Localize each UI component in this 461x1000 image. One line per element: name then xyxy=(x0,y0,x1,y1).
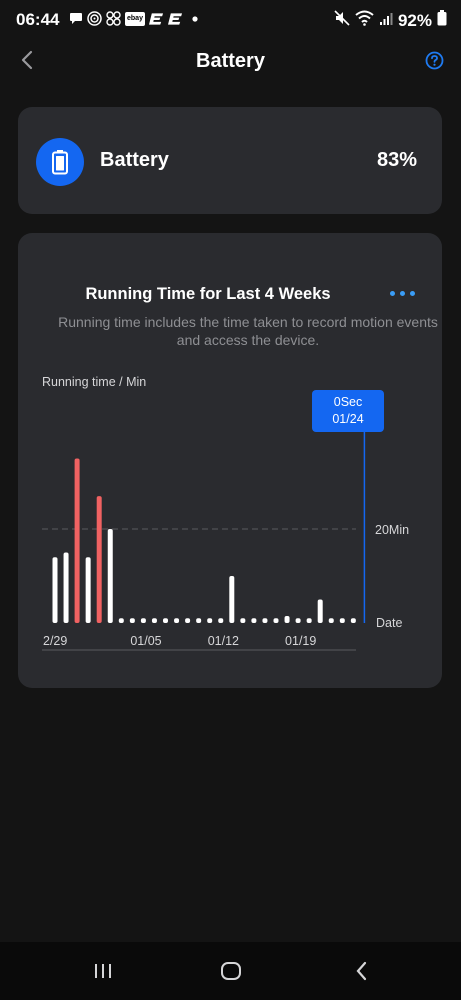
chart-bar[interactable] xyxy=(218,618,224,623)
page-title: Battery xyxy=(196,50,265,72)
battery-label: Battery xyxy=(100,149,169,171)
chart-bar[interactable] xyxy=(196,618,202,623)
chart-bar[interactable] xyxy=(229,576,235,623)
notification-icons: ebay xyxy=(68,11,202,26)
running-time-card: Running Time for Last 4 Weeks Running ti… xyxy=(18,233,442,688)
chart-bar[interactable] xyxy=(317,599,323,624)
target-icon xyxy=(87,11,102,26)
chart-bar[interactable] xyxy=(96,496,102,623)
x-tick-labels: 2/29 01/05 01/12 01/19 xyxy=(43,634,316,648)
battery-percent: 92% xyxy=(397,10,432,30)
chart-bar[interactable] xyxy=(163,618,168,623)
chart-bar[interactable] xyxy=(185,618,191,623)
battery-icon xyxy=(437,10,447,31)
x-axis-label: Date xyxy=(376,616,402,630)
chart-title: Running Time for Last 4 Weeks xyxy=(85,285,331,303)
chat-bubble-icon xyxy=(68,11,83,26)
system-back-button[interactable] xyxy=(347,956,377,986)
recents-icon xyxy=(95,964,111,978)
battery-icon xyxy=(52,150,68,175)
battery-value: 83% xyxy=(376,149,417,171)
chart-bar[interactable] xyxy=(339,618,345,623)
chart-bar[interactable] xyxy=(74,458,80,624)
system-nav-bar xyxy=(0,942,461,1000)
x-tick-label: 2/29 xyxy=(43,634,67,648)
chart-tooltip: 0Sec 01/24 xyxy=(312,390,384,432)
x-tick-label: 01/12 xyxy=(208,634,239,648)
chart-bar[interactable] xyxy=(306,618,312,623)
chart-subtitle: Running time includes the time taken to … xyxy=(58,314,438,348)
chart-bar[interactable] xyxy=(350,618,356,623)
chart-bar[interactable] xyxy=(151,618,157,623)
chart-bar[interactable] xyxy=(85,557,91,623)
chart-bar[interactable] xyxy=(328,618,334,623)
battery-card: Battery 83% xyxy=(18,107,442,214)
tooltip-value: 0Sec xyxy=(333,395,363,409)
header: Battery xyxy=(0,40,461,84)
chart-bar[interactable] xyxy=(207,618,213,623)
tooltip-date: 01/24 xyxy=(332,412,364,426)
chart-bar[interactable] xyxy=(273,618,279,623)
app-e-icon xyxy=(168,11,183,26)
more-horizontal-icon xyxy=(390,290,395,296)
chart-bar[interactable] xyxy=(295,618,301,623)
ebay-icon: ebay xyxy=(125,11,145,26)
system-status: 92% xyxy=(334,10,447,31)
wifi-icon xyxy=(355,10,374,31)
chart-bar[interactable] xyxy=(174,618,180,623)
pinwheel-icon xyxy=(106,11,121,26)
chart-bar[interactable] xyxy=(240,618,246,623)
signal-icon xyxy=(379,11,393,31)
mute-icon xyxy=(334,10,350,31)
back-button[interactable] xyxy=(14,46,44,76)
chart-bar[interactable] xyxy=(107,529,113,623)
battery-icon-badge xyxy=(36,138,84,186)
recents-button[interactable] xyxy=(88,956,118,986)
status-time: 06:44 xyxy=(16,10,60,29)
more-horizontal-icon xyxy=(400,290,405,296)
help-button[interactable] xyxy=(425,51,444,70)
bars-group xyxy=(52,458,356,624)
x-tick-label: 01/05 xyxy=(130,634,161,648)
status-bar: 06:44 ebay 92% xyxy=(0,0,461,40)
chart-bar[interactable] xyxy=(140,618,146,623)
more-horizontal-icon xyxy=(410,290,415,296)
chart-bar[interactable] xyxy=(63,552,69,624)
chart-bar[interactable] xyxy=(251,618,257,623)
dot-icon xyxy=(187,11,202,26)
x-tick-label: 01/19 xyxy=(285,634,316,648)
chevron-left-icon xyxy=(21,50,33,70)
chart-bar[interactable] xyxy=(129,618,135,623)
home-button[interactable] xyxy=(216,956,246,986)
more-options-button[interactable] xyxy=(390,286,420,300)
chart-bar[interactable] xyxy=(262,618,268,623)
reference-line-label: 20Min xyxy=(375,523,409,537)
chart-bar[interactable] xyxy=(52,557,58,623)
chart-bar[interactable] xyxy=(284,615,290,623)
home-icon xyxy=(221,962,241,980)
chart-bar[interactable] xyxy=(118,618,124,623)
app-e-icon xyxy=(149,11,164,26)
running-time-chart[interactable]: 20Min 2/29 01/05 01/12 01/19 Date xyxy=(18,233,442,688)
question-circle-icon xyxy=(425,51,444,70)
back-icon xyxy=(356,961,367,981)
y-axis-label: Running time / Min xyxy=(42,375,147,389)
